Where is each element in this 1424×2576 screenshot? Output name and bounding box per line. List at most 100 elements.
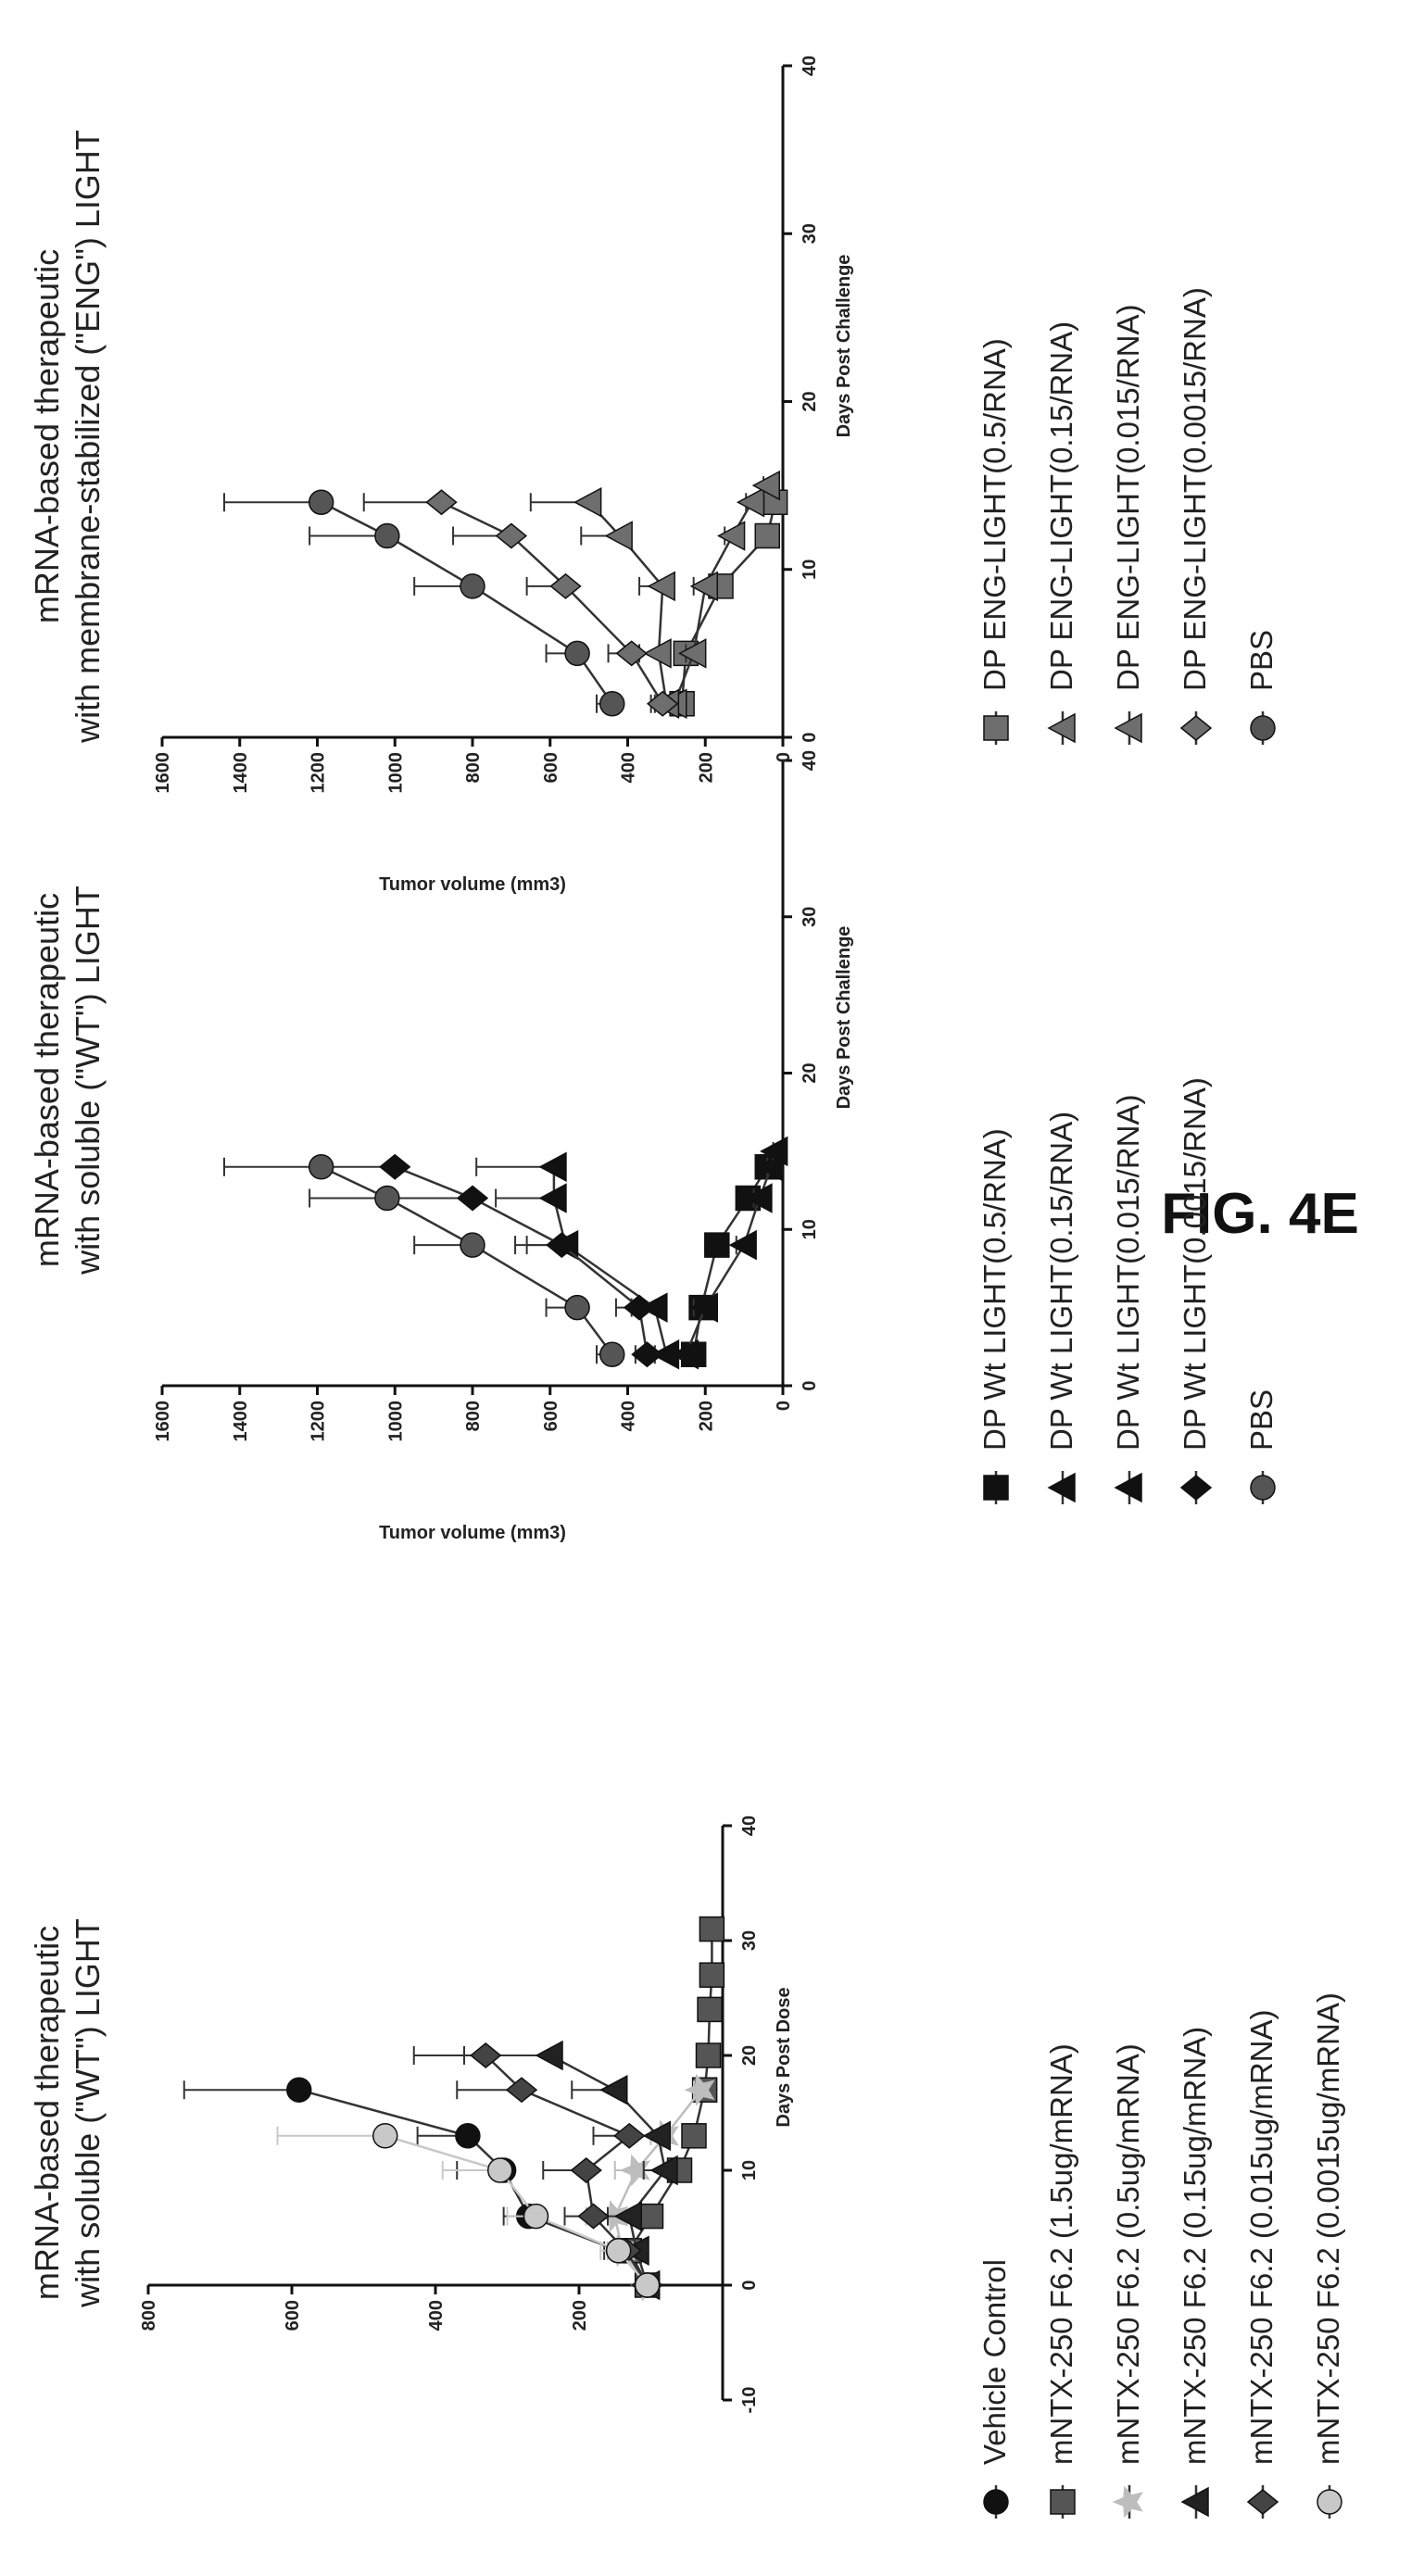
data-point xyxy=(372,2123,398,2149)
y-tick-label: 1400 xyxy=(231,1401,251,1442)
legend-label: mNTX-250 F6.2 (0.15ug/mRNA) xyxy=(1178,2027,1212,2465)
legend-label: PBS xyxy=(1244,630,1279,691)
x-tick-label: 20 xyxy=(800,391,820,411)
chart-title-line: with soluble ("WT") LIGHT xyxy=(69,1918,107,2308)
data-point xyxy=(573,486,602,518)
chart-title-line: mRNA-based therapeutic xyxy=(28,893,66,1267)
y-tick-label: 0 xyxy=(774,1401,794,1411)
y-tick-label: 800 xyxy=(463,1401,484,1431)
data-point xyxy=(670,1338,699,1370)
series-5 xyxy=(223,1154,625,1367)
data-point xyxy=(564,1294,590,1321)
figure-label: FIG. 4E xyxy=(1161,1182,1359,1246)
legend-entry: mNTX-250 F6.2 (0.5ug/mRNA) xyxy=(1111,2043,1145,2519)
data-point xyxy=(754,522,780,549)
legend-marker xyxy=(1047,712,1076,744)
series-4 xyxy=(316,1153,663,1368)
data-point xyxy=(647,571,675,602)
series-3 xyxy=(529,486,680,720)
chart-title-line: mRNA-based therapeutic xyxy=(28,1926,66,2300)
data-point xyxy=(646,690,679,717)
x-tick-label: 40 xyxy=(800,56,820,76)
legend-marker xyxy=(1114,1472,1142,1503)
chart-panel-2: mRNA-based therapeutic with soluble ("WT"… xyxy=(28,750,1279,1543)
data-point xyxy=(495,522,528,549)
data-point xyxy=(697,1996,723,2023)
data-point xyxy=(643,638,672,669)
legend-entry: DP Wt LIGHT(0.15/RNA) xyxy=(1044,1112,1078,1504)
data-point xyxy=(728,1229,757,1261)
series-5 xyxy=(223,489,625,717)
series-line xyxy=(298,2088,649,2286)
data-point xyxy=(379,1153,411,1180)
y-tick-label: 1200 xyxy=(309,1401,329,1442)
legend-marker xyxy=(1246,2489,1279,2515)
y-tick-label: 800 xyxy=(463,752,484,783)
y-tick-label: 800 xyxy=(139,2300,159,2331)
y-tick-label: 200 xyxy=(696,752,716,783)
data-point xyxy=(613,2201,642,2231)
data-point xyxy=(699,1916,725,1942)
data-point xyxy=(460,573,485,599)
y-tick-label: 0 xyxy=(774,752,794,762)
y-axis-label: Tumor volume (mm3) xyxy=(379,1523,566,1543)
series-line xyxy=(552,1166,668,1355)
data-point xyxy=(634,2272,661,2298)
data-point xyxy=(689,1292,718,1323)
legend-entry: DP Wt LIGHT(0.5/RNA) xyxy=(977,1128,1012,1504)
legend-label: DP ENG-LIGHT(0.015/RNA) xyxy=(1111,305,1145,692)
legend-entry: PBS xyxy=(1244,630,1279,745)
x-tick-label: 30 xyxy=(800,223,820,244)
data-point xyxy=(681,2123,707,2149)
data-point xyxy=(455,2123,481,2149)
legend-label: DP Wt LIGHT(0.15/RNA) xyxy=(1044,1112,1078,1451)
data-point xyxy=(650,1338,680,1370)
data-point xyxy=(470,2042,502,2068)
series-line xyxy=(627,1929,713,2286)
x-tick-label: 30 xyxy=(800,907,820,927)
x-tick-label: 10 xyxy=(739,2160,760,2180)
legend-marker xyxy=(983,715,1009,741)
legend-entry: DP Wt LIGHT(0.015/RNA) xyxy=(1111,1095,1145,1504)
x-tick-label: 0 xyxy=(739,2280,760,2290)
legend-entry: Vehicle Control xyxy=(977,2259,1012,2519)
y-tick-label: 200 xyxy=(696,1401,716,1431)
data-point xyxy=(538,1151,567,1183)
y-tick-label: 1400 xyxy=(231,752,251,794)
data-point xyxy=(456,1185,489,1212)
data-point xyxy=(425,489,458,516)
y-tick-label: 1600 xyxy=(153,752,173,794)
y-tick-label: 600 xyxy=(541,1401,561,1431)
legend-marker xyxy=(1250,715,1276,741)
x-tick-label: 30 xyxy=(739,1930,760,1951)
x-axis-label: Days Post Challenge xyxy=(834,926,854,1110)
data-point xyxy=(564,640,590,667)
data-point xyxy=(684,2073,715,2106)
legend-label: Vehicle Control xyxy=(977,2259,1012,2465)
legend-marker xyxy=(1179,715,1213,741)
data-point xyxy=(699,1962,725,1988)
legend-marker xyxy=(1250,1475,1276,1501)
data-point xyxy=(736,486,765,518)
data-point xyxy=(570,2157,602,2183)
series-3 xyxy=(585,2073,715,2302)
x-tick-label: 0 xyxy=(800,1380,820,1390)
data-point xyxy=(577,2203,610,2230)
series-4 xyxy=(362,489,679,717)
y-tick-label: 1000 xyxy=(385,1401,406,1442)
chart-title-line: with membrane-stabilized ("ENG") LIGHT xyxy=(69,130,107,744)
data-point xyxy=(374,1185,400,1212)
legend-entry: mNTX-250 F6.2 (0.015ug/mRNA) xyxy=(1244,2009,1279,2519)
data-point xyxy=(538,1183,567,1213)
series-line xyxy=(685,1150,776,1355)
data-point xyxy=(751,470,780,501)
data-point xyxy=(704,1232,730,1258)
legend-entry: mNTX-250 F6.2 (1.5ug/mRNA) xyxy=(1044,2043,1078,2519)
x-tick-label: 10 xyxy=(800,1219,820,1239)
chart-panel-1: mRNA-based therapeutic with soluble ("WT"… xyxy=(28,1816,1345,2519)
legend-label: DP Wt LIGHT(0.5/RNA) xyxy=(977,1128,1012,1451)
legend-marker xyxy=(1047,1472,1076,1503)
legend-label: mNTX-250 F6.2 (0.015ug/mRNA) xyxy=(1244,2009,1279,2465)
data-point xyxy=(308,1154,334,1180)
